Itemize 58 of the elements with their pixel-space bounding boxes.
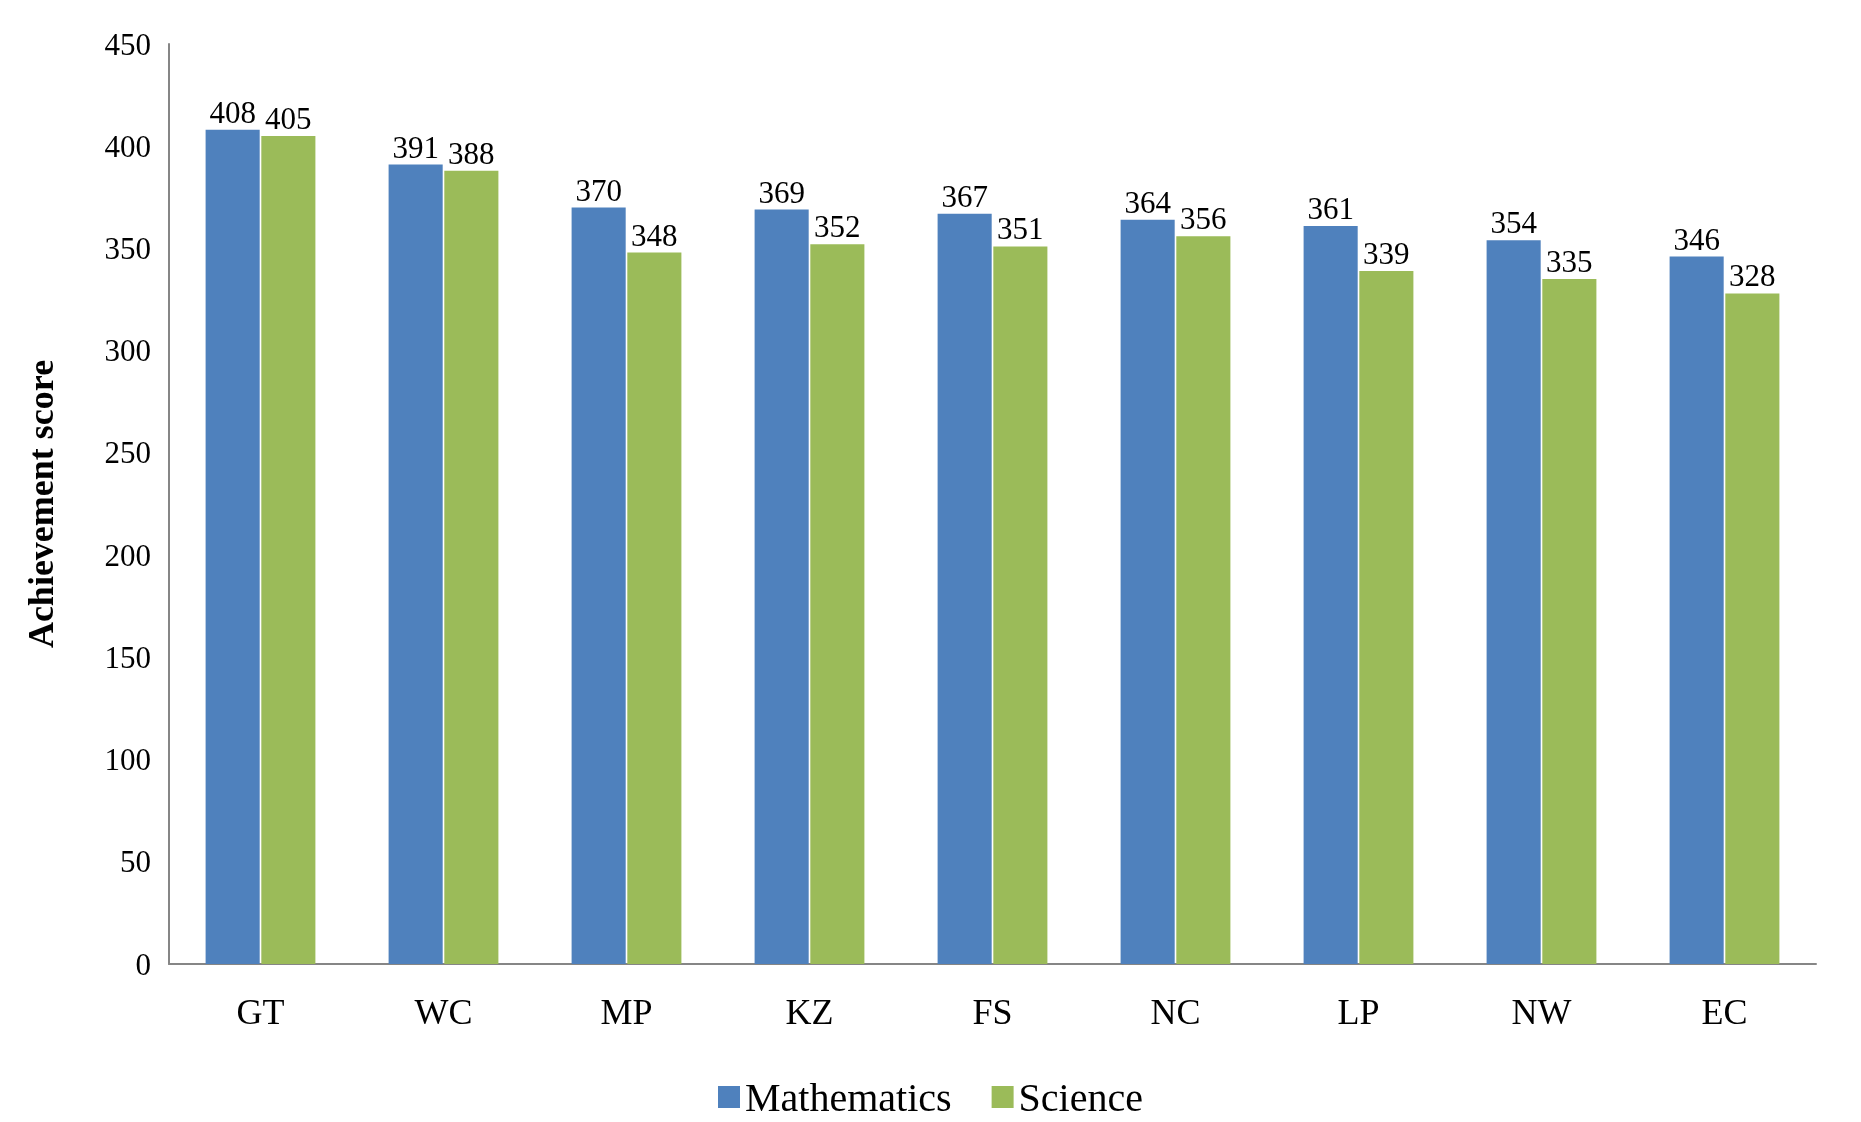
y-tick-label: 50 xyxy=(120,844,151,880)
y-tick-label: 250 xyxy=(104,435,151,471)
bar xyxy=(1669,256,1724,964)
data-label: 348 xyxy=(631,217,678,253)
data-label: 369 xyxy=(758,174,805,210)
x-tick-label: GT xyxy=(236,992,285,1032)
y-tick-label: 350 xyxy=(104,230,151,266)
y-tick-label: 400 xyxy=(104,128,151,164)
x-tick-label: EC xyxy=(1701,992,1748,1032)
bar xyxy=(571,207,626,964)
data-label: 408 xyxy=(209,94,256,130)
bar xyxy=(810,244,865,964)
x-tick-label: WC xyxy=(414,992,473,1032)
data-label: 361 xyxy=(1307,190,1354,226)
y-tick-label: 450 xyxy=(104,26,151,62)
bar xyxy=(444,170,499,964)
bar xyxy=(1542,279,1597,964)
data-label: 391 xyxy=(392,129,439,165)
x-tick-label: MP xyxy=(600,992,653,1032)
bar xyxy=(754,209,809,964)
bar xyxy=(1486,240,1541,964)
legend-label: Science xyxy=(1018,1074,1143,1120)
bar xyxy=(1176,236,1231,964)
y-tick-label: 0 xyxy=(135,946,151,982)
bar xyxy=(1303,225,1358,964)
bar xyxy=(937,213,992,964)
bar xyxy=(993,246,1048,964)
x-tick-label: FS xyxy=(972,992,1013,1032)
data-label: 388 xyxy=(448,135,495,171)
data-label: 352 xyxy=(814,209,861,245)
data-label: 354 xyxy=(1490,205,1538,241)
data-label: 351 xyxy=(997,211,1044,247)
y-tick-label: 300 xyxy=(104,333,151,369)
x-tick-label: KZ xyxy=(785,992,834,1032)
data-label: 335 xyxy=(1546,244,1593,280)
data-label: 367 xyxy=(941,178,988,214)
y-tick-label: 200 xyxy=(104,537,151,573)
data-label: 339 xyxy=(1363,235,1410,271)
data-label: 364 xyxy=(1124,184,1172,220)
data-label: 356 xyxy=(1180,201,1227,237)
bar xyxy=(1359,270,1414,964)
x-tick-label: NC xyxy=(1150,992,1201,1032)
bar xyxy=(627,252,682,964)
bar xyxy=(261,136,316,964)
x-tick-label: LP xyxy=(1337,992,1380,1032)
y-tick-label: 100 xyxy=(104,742,151,778)
data-label: 346 xyxy=(1673,221,1720,257)
bar xyxy=(1120,219,1175,964)
y-tick-label: 150 xyxy=(104,639,151,675)
data-label: 328 xyxy=(1729,258,1776,294)
data-label: 370 xyxy=(575,172,622,208)
bar xyxy=(388,164,443,964)
bar xyxy=(1725,293,1780,964)
legend-label: Mathematics xyxy=(745,1074,952,1120)
x-tick-label: NW xyxy=(1511,992,1572,1032)
y-axis-title: Achievement score xyxy=(21,359,61,649)
bar xyxy=(205,129,260,964)
data-label: 405 xyxy=(265,101,312,136)
